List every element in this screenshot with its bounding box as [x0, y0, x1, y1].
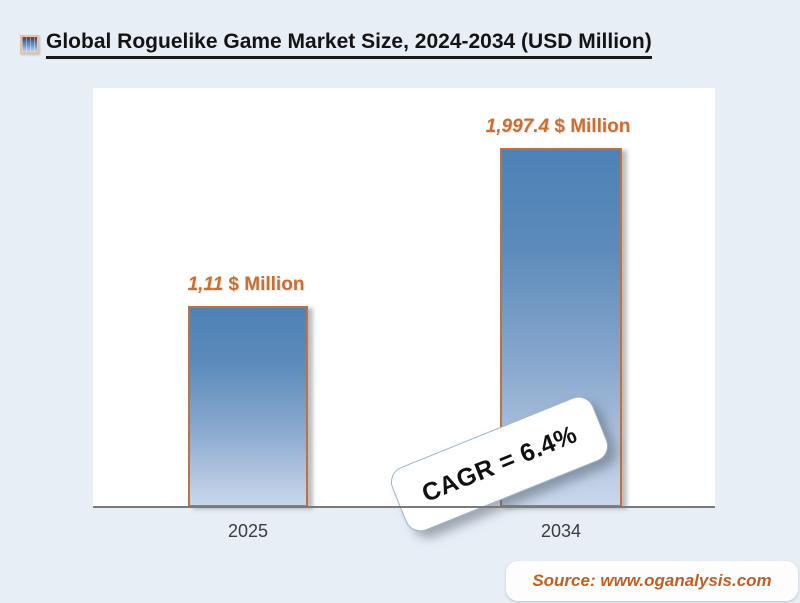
value-unit-2034: $ Million: [554, 116, 631, 137]
x-tick-label-2025: 2025: [227, 521, 269, 541]
mini-bar-chart-icon: [20, 35, 39, 54]
chart-header: Global Roguelike Game Market Size, 2024-…: [20, 30, 652, 59]
x-tick-label-2034: 2034: [540, 521, 582, 541]
source-link[interactable]: Source: www.oganalysis.com: [532, 571, 772, 590]
bar-2025: [188, 306, 308, 507]
value-label-2034: 1,997.4 $ Million: [448, 116, 668, 138]
x-axis-line: [93, 506, 715, 508]
source-box: Source: www.oganalysis.com: [506, 561, 798, 601]
value-label-2025: 1,11 $ Million: [136, 274, 356, 296]
page-title: Global Roguelike Game Market Size, 2024-…: [46, 30, 652, 59]
value-number-2034: 1,997.4: [485, 116, 550, 137]
value-unit-2025: $ Million: [228, 274, 305, 295]
plot-area: 1,11 $ Million 1,997.4 $ Million CAGR = …: [93, 88, 715, 537]
value-number-2025: 1,11: [187, 274, 224, 295]
